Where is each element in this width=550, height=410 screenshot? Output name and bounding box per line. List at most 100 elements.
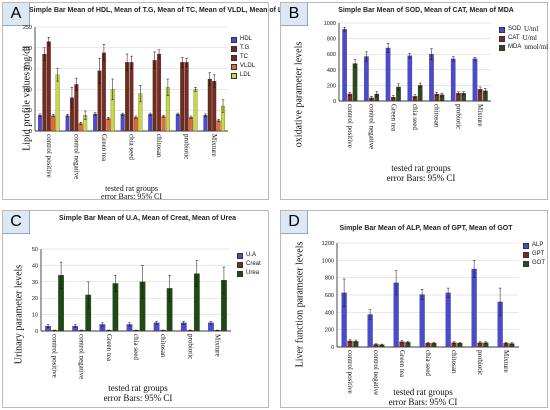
chart-panel-c: C Simple Bar Mean of U.A, Mean of Creat,… — [2, 210, 269, 408]
x-axis-label: tested rat groups — [393, 387, 453, 397]
y-tick-label: 800 — [325, 276, 334, 282]
y-tick-label: 0 — [333, 99, 336, 105]
chart-legend: HDL T.G TC VLDL LDL — [231, 35, 255, 80]
bar — [37, 115, 42, 132]
bar — [471, 268, 477, 348]
legend-item: U.A — [237, 251, 261, 260]
bar — [407, 55, 413, 102]
legend-item: Creat — [237, 260, 261, 269]
legend-label: HDL — [240, 36, 253, 42]
y-tick-label: 1000 — [324, 21, 336, 27]
bar — [42, 53, 47, 132]
legend-item: T.G — [231, 44, 255, 53]
legend-swatch — [231, 72, 237, 79]
x-axis-footer: tested rat groups error Bars: 95% CI — [58, 383, 218, 403]
legend-item: ALP — [523, 241, 545, 250]
x-tick-label: probiotic — [476, 350, 484, 375]
x-tick-label: Green tea — [100, 134, 108, 162]
x-tick-label: Mixture — [213, 334, 221, 357]
x-tick-label: chitosan — [159, 334, 167, 358]
bar — [189, 117, 194, 132]
bar — [129, 62, 134, 132]
y-tick-label: 400 — [325, 310, 334, 316]
bar — [203, 115, 208, 132]
legend-swatch — [523, 260, 529, 267]
legend-label: TC — [240, 54, 248, 60]
legend-label: VLDL — [240, 63, 256, 69]
legend-item: TC — [231, 53, 255, 62]
y-tick-label: 600 — [327, 52, 336, 58]
bar — [472, 58, 478, 102]
bar — [101, 52, 106, 132]
x-tick-label: control positive — [45, 134, 53, 178]
bar — [157, 53, 162, 132]
bar — [184, 62, 189, 132]
chart-svg: 0 10 20 30 40 50 control positive control negat… — [32, 247, 231, 379]
x-tick-label: control negative — [368, 104, 376, 149]
x-tick-label: control negative — [78, 334, 86, 379]
chart-title: Simple Bar Mean of ALP, Mean of GPT, Mea… — [339, 225, 513, 232]
legend-swatch — [237, 252, 243, 259]
y-tick-label: 600 — [325, 293, 334, 299]
bar — [65, 115, 70, 132]
legend-swatch — [523, 251, 529, 258]
y-tick-label: 50 — [32, 247, 38, 253]
x-tick-label: control positive — [346, 350, 354, 394]
x-tick-label: Green tea — [105, 334, 113, 362]
x-axis-footer: tested rat groups error Bars: 95% CI — [343, 387, 503, 407]
legend-swatch — [231, 54, 237, 61]
bar — [342, 29, 347, 102]
chart-title: Simple Bar Mean of U.A, Mean of Creat, M… — [59, 215, 236, 222]
bar — [364, 56, 369, 102]
x-tick-label: control negative — [72, 134, 80, 179]
chart-title: Simple Bar Mean of HDL, Mean of T.G, Mea… — [29, 7, 292, 14]
legend-label: LDL — [240, 72, 252, 78]
legend-label: SOD — [508, 26, 522, 32]
legend-unit: nmol/ml — [524, 43, 549, 51]
legend-swatch — [523, 242, 529, 249]
legend-swatch — [499, 44, 505, 51]
x-tick-label: chia seed — [132, 334, 140, 360]
bar — [55, 74, 60, 132]
x-axis-label: tested rat groups — [105, 184, 158, 193]
bar — [180, 62, 185, 132]
bar — [445, 292, 451, 348]
y-tick-label: 50 — [26, 108, 32, 114]
legend-item: Urea — [237, 269, 261, 278]
x-tick-label: chitosan — [433, 104, 441, 128]
legend-label: MDA — [508, 44, 522, 50]
y-tick-label: 0 — [29, 129, 32, 135]
y-axis-label: Liver function parameter levels — [294, 241, 306, 368]
y-tick-label: 800 — [327, 37, 336, 43]
y-tick-label: 100 — [23, 87, 32, 93]
bar — [152, 60, 157, 132]
y-tick-label: 0 — [35, 329, 38, 335]
x-axis-label: tested rat groups — [391, 163, 451, 173]
legend-swatch — [237, 270, 243, 277]
y-tick-label: 200 — [23, 46, 32, 52]
chart-legend: SOD U/ml CAT U/ml MDA nmol/ml — [499, 25, 548, 52]
x-tick-label: Mixture — [502, 350, 510, 373]
chart-svg: 0 200 400 600 800 1000 control positive control… — [324, 21, 491, 149]
x-tick-label: control positive — [346, 104, 354, 148]
bar — [46, 41, 51, 132]
legend-swatch — [499, 26, 505, 33]
chart-panel-d: D Simple Bar Mean of ALP, Mean of GPT, M… — [280, 210, 548, 408]
y-axis-label: oxidative parameter levels — [293, 41, 305, 148]
error-bars-note: error Bars: 95% CI — [388, 397, 458, 407]
chart-title: Simple Bar Mean of SOD, Mean of CAT, Mea… — [338, 7, 514, 14]
bar — [106, 118, 111, 132]
bar — [193, 89, 198, 132]
panel-label-b: B — [281, 3, 308, 26]
legend-label: ALP — [532, 242, 544, 248]
panel-label-c: C — [3, 211, 30, 234]
chart-legend: ALP GPT GOT — [523, 241, 545, 268]
bar — [51, 115, 56, 132]
x-tick-label: chia seed — [424, 350, 432, 376]
bar — [216, 120, 221, 132]
legend-item: SOD U/ml — [499, 25, 548, 34]
bar — [352, 63, 358, 102]
bar — [450, 58, 456, 102]
legend-item: CAT U/ml — [499, 34, 548, 43]
legend-label: U.A — [246, 252, 257, 258]
